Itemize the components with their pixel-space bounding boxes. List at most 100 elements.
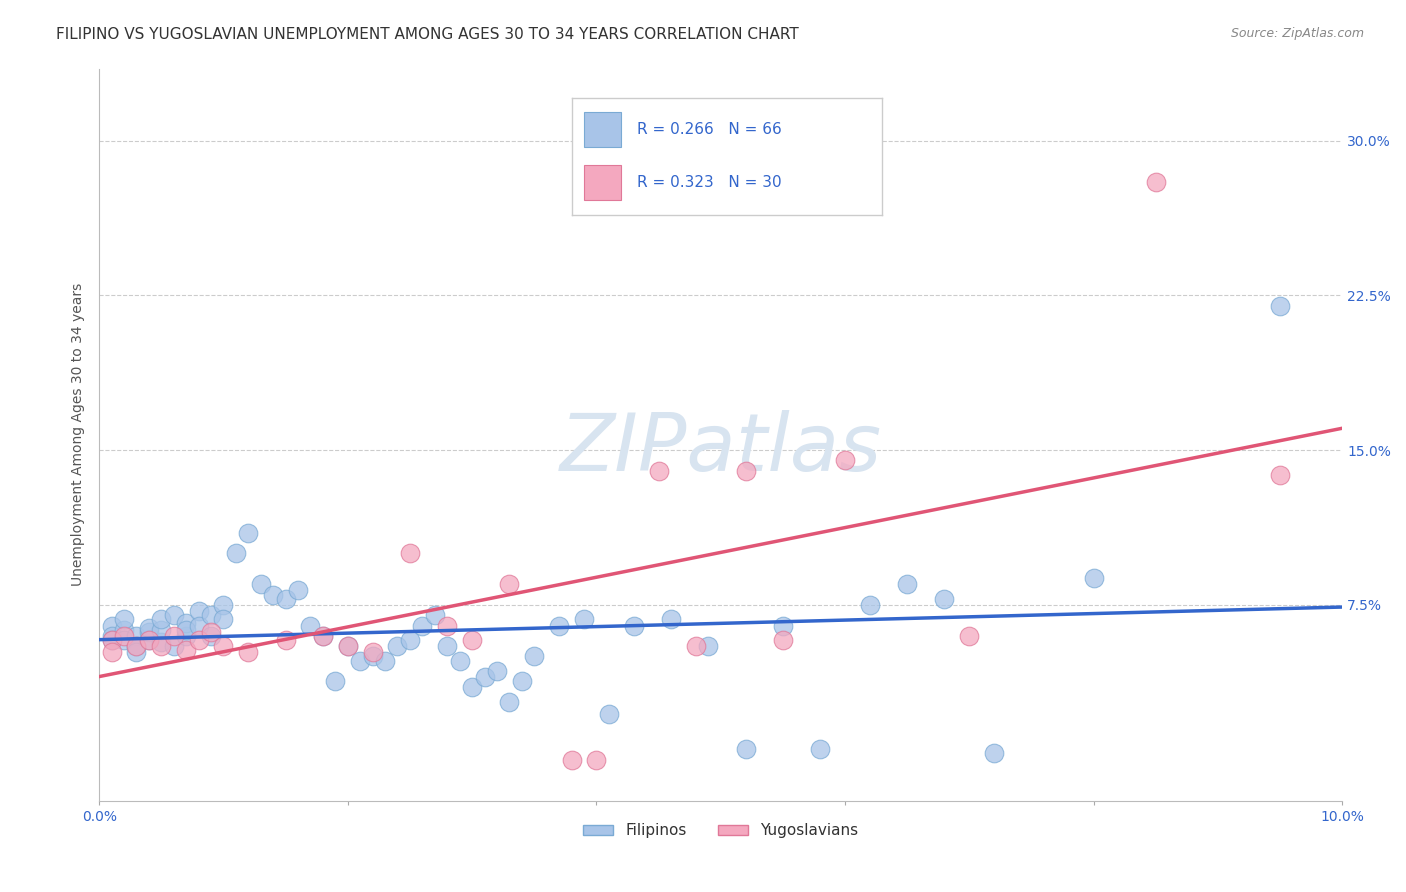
Point <box>249 577 271 591</box>
Point <box>187 618 209 632</box>
Point <box>187 632 209 647</box>
Point <box>312 629 335 643</box>
Point <box>510 674 533 689</box>
Point <box>238 645 260 659</box>
Point <box>187 604 209 618</box>
Point <box>1268 467 1291 482</box>
Point <box>436 639 458 653</box>
Point <box>150 639 173 653</box>
Point <box>859 598 882 612</box>
Point <box>212 612 235 626</box>
Point <box>174 629 197 643</box>
Point <box>399 546 422 560</box>
Point <box>485 664 508 678</box>
Point <box>225 546 247 560</box>
Point <box>598 707 620 722</box>
Point <box>374 654 396 668</box>
Point <box>200 629 222 643</box>
Point <box>834 453 856 467</box>
Point <box>112 612 135 626</box>
Point <box>200 624 222 639</box>
Point <box>238 525 260 540</box>
Point <box>697 639 720 653</box>
Point <box>957 629 980 643</box>
Point <box>808 742 831 756</box>
Point <box>983 747 1005 761</box>
Point <box>523 649 546 664</box>
Point <box>498 695 520 709</box>
Point <box>125 639 148 653</box>
Point <box>138 632 160 647</box>
Point <box>647 464 669 478</box>
Point <box>274 632 297 647</box>
Point <box>100 632 122 647</box>
Point <box>125 645 148 659</box>
Text: ZIPatlas: ZIPatlas <box>560 410 882 488</box>
Point <box>138 632 160 647</box>
Point <box>474 670 496 684</box>
Point <box>387 639 409 653</box>
Point <box>200 608 222 623</box>
Point <box>100 632 122 647</box>
Text: Source: ZipAtlas.com: Source: ZipAtlas.com <box>1230 27 1364 40</box>
Point <box>436 618 458 632</box>
Point <box>100 645 122 659</box>
Point <box>212 639 235 653</box>
Text: FILIPINO VS YUGOSLAVIAN UNEMPLOYMENT AMONG AGES 30 TO 34 YEARS CORRELATION CHART: FILIPINO VS YUGOSLAVIAN UNEMPLOYMENT AMO… <box>56 27 799 42</box>
Point <box>685 639 707 653</box>
Point <box>361 649 384 664</box>
Point <box>399 632 422 647</box>
Y-axis label: Unemployment Among Ages 30 to 34 years: Unemployment Among Ages 30 to 34 years <box>72 283 86 586</box>
Point <box>659 612 682 626</box>
Point <box>734 464 756 478</box>
Point <box>174 623 197 637</box>
Point <box>461 681 484 695</box>
Point <box>112 623 135 637</box>
Point <box>138 624 160 639</box>
Point <box>112 629 135 643</box>
Point <box>1144 175 1167 189</box>
Point <box>100 618 122 632</box>
Point <box>287 583 309 598</box>
Point <box>411 618 433 632</box>
Legend: Filipinos, Yugoslavians: Filipinos, Yugoslavians <box>576 817 865 845</box>
Point <box>1268 299 1291 313</box>
Point <box>449 654 471 668</box>
Point <box>572 612 595 626</box>
Point <box>150 623 173 637</box>
Point <box>734 742 756 756</box>
Point <box>336 639 359 653</box>
Point <box>100 629 122 643</box>
Point <box>548 618 571 632</box>
Point <box>560 753 582 767</box>
Point <box>150 612 173 626</box>
Point <box>585 753 607 767</box>
Point <box>349 654 371 668</box>
Point <box>323 674 346 689</box>
Point <box>772 632 794 647</box>
Point <box>312 629 335 643</box>
Point <box>896 577 918 591</box>
Point <box>623 618 645 632</box>
Point <box>336 639 359 653</box>
Point <box>772 618 794 632</box>
Point <box>112 632 135 647</box>
Point <box>423 608 446 623</box>
Point <box>498 577 520 591</box>
Point <box>461 632 484 647</box>
Point <box>138 621 160 635</box>
Point <box>174 643 197 657</box>
Point <box>361 645 384 659</box>
Point <box>299 618 322 632</box>
Point <box>1083 571 1105 585</box>
Point <box>212 598 235 612</box>
Point <box>174 616 197 631</box>
Point <box>163 639 186 653</box>
Point <box>262 588 284 602</box>
Point <box>274 591 297 606</box>
Point <box>125 639 148 653</box>
Point <box>163 629 186 643</box>
Point <box>125 629 148 643</box>
Point <box>934 591 956 606</box>
Point <box>163 608 186 623</box>
